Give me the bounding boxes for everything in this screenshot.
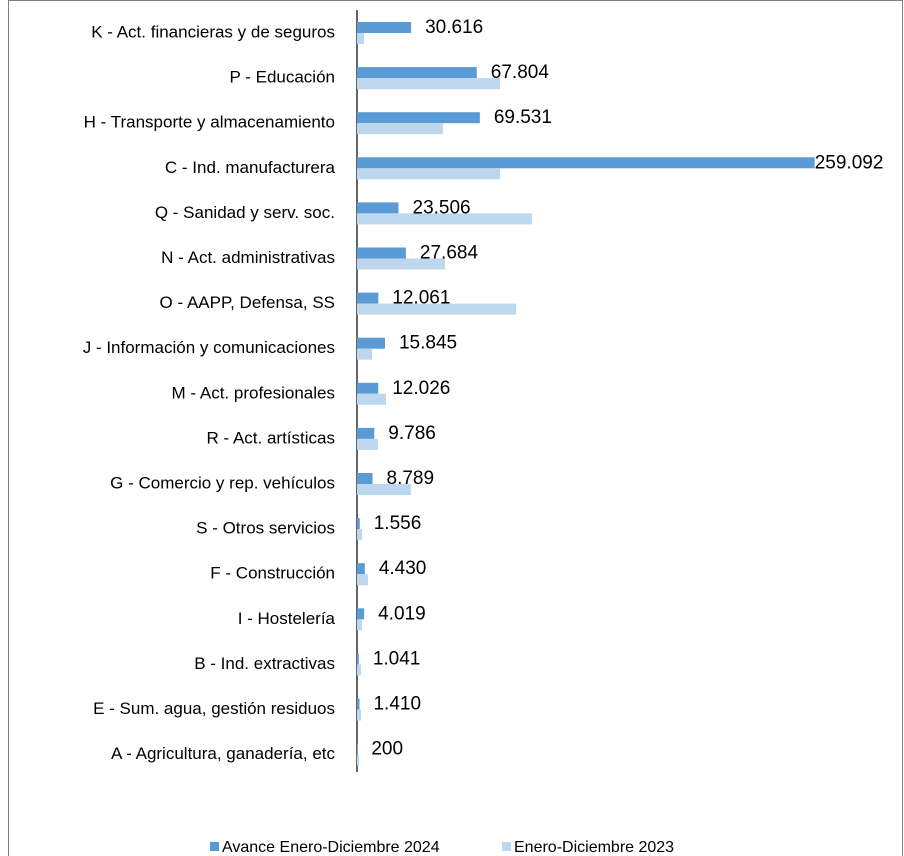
category-label: A - Agricultura, ganadería, etc (111, 744, 335, 763)
value-label: 1.556 (374, 513, 422, 534)
legend-swatch (502, 842, 511, 851)
category-label: P - Educación (229, 68, 335, 87)
category-label: N - Act. administrativas (161, 248, 335, 267)
bar (357, 754, 359, 766)
value-label: 200 (371, 739, 403, 760)
bar (357, 393, 386, 405)
bar (357, 157, 815, 169)
category-label: H - Transporte y almacenamiento (84, 113, 335, 132)
category-label: O - AAPP, Defensa, SS (160, 293, 335, 312)
category-label: E - Sum. agua, gestión residuos (93, 699, 335, 718)
bar (357, 247, 406, 259)
category-label: K - Act. financieras y de seguros (91, 22, 335, 41)
bar (357, 292, 379, 304)
bar (357, 484, 411, 495)
bar (357, 563, 365, 575)
value-label: 4.430 (379, 558, 427, 579)
chart-frame (8, 0, 903, 856)
bar (357, 123, 443, 135)
bar (357, 664, 362, 676)
category-label: Q - Sanidad y serv. soc. (155, 203, 335, 222)
category-label: J - Información y comunicaciones (83, 338, 335, 357)
value-label: 27.684 (420, 243, 479, 264)
bar (357, 427, 375, 439)
legend-swatch (210, 842, 219, 851)
bar (357, 168, 501, 180)
category-label: F - Construcción (210, 564, 335, 583)
bar (357, 78, 501, 90)
bar (357, 382, 379, 394)
value-label: 23.506 (413, 197, 471, 218)
category-label: B - Ind. extractivas (194, 654, 335, 673)
value-label: 12.061 (392, 288, 450, 309)
value-label: 4.019 (378, 603, 426, 624)
bar (357, 202, 399, 214)
value-label: 9.786 (388, 423, 436, 444)
bar (357, 213, 532, 225)
bar (357, 112, 480, 124)
value-label: 30.616 (425, 17, 483, 38)
legend-label: Avance Enero-Diciembre 2024 (222, 839, 440, 856)
bar (357, 348, 373, 360)
bar (357, 337, 385, 349)
bar (357, 574, 368, 586)
category-label: G - Comercio y rep. vehículos (110, 473, 335, 492)
bar (357, 67, 477, 79)
category-label: S - Otros servicios (196, 519, 335, 538)
bar (357, 653, 359, 665)
bar (357, 438, 379, 450)
value-label: 12.026 (392, 378, 450, 399)
value-label: 259.092 (815, 152, 884, 173)
category-label: I - Hostelería (238, 609, 336, 628)
bar (357, 619, 362, 631)
bar (357, 33, 365, 44)
bar (357, 529, 362, 541)
category-label: M - Act. profesionales (172, 383, 335, 402)
bar (357, 698, 360, 710)
category-label: C - Ind. manufacturera (165, 158, 336, 177)
bar (357, 608, 365, 620)
category-label: R - Act. artísticas (207, 428, 335, 447)
bar (357, 303, 516, 315)
bar (357, 22, 412, 33)
bar (357, 518, 360, 530)
value-label: 1.041 (373, 648, 421, 669)
value-label: 15.845 (399, 333, 457, 354)
value-label: 69.531 (494, 107, 552, 128)
value-label: 8.789 (387, 468, 435, 489)
value-label: 67.804 (491, 62, 550, 83)
legend-label: Enero-Diciembre 2023 (514, 839, 674, 856)
bar (357, 709, 362, 721)
bar (357, 258, 445, 270)
value-label: 1.410 (373, 694, 421, 715)
bar (357, 473, 373, 484)
